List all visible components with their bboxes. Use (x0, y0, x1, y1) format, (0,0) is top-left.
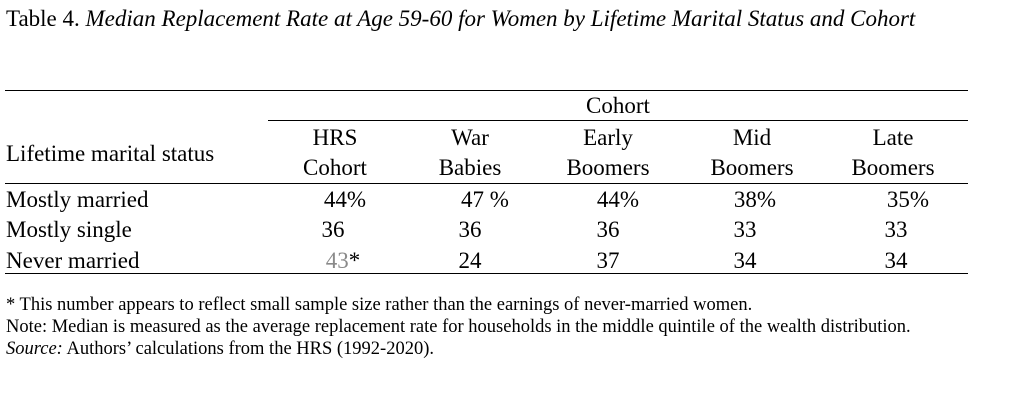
table-cell: 44% (323, 187, 367, 212)
footnote-marker: * (348, 248, 361, 273)
table-cell: 43* (293, 246, 393, 276)
column-header-line1: Early (583, 125, 633, 150)
column-header-early-boomers: Early Boomers (553, 123, 663, 183)
flagged-value: 43 (325, 248, 349, 273)
stub-header: Lifetime marital status (6, 141, 215, 166)
table-cell: 35% (886, 187, 930, 212)
column-header-line2: Boomers (851, 155, 935, 180)
source-label: Source: (6, 339, 63, 359)
header-bottom-rule (5, 183, 968, 184)
footnote: * This number appears to reflect small s… (6, 295, 753, 315)
table-notes: * This number appears to reflect small s… (6, 294, 1006, 360)
column-header-line2: Cohort (303, 155, 367, 180)
table-cell: 33 (733, 217, 757, 242)
table-cell: 36 (596, 217, 620, 242)
column-header-line2: Boomers (566, 155, 650, 180)
row-label-mostly-married: Mostly married (6, 187, 149, 212)
table-cell: 34 (733, 248, 757, 273)
top-rule (5, 90, 968, 91)
table-title: Table 4. Median Replacement Rate at Age … (6, 5, 1006, 33)
source-text: Authors’ calculations from the HRS (1992… (62, 339, 434, 359)
table-number: Table 4. (6, 6, 86, 31)
column-header-war-babies: War Babies (420, 123, 520, 183)
source-line: Source: Authors’ calculations from the H… (6, 338, 1006, 360)
column-header-late-boomers: Late Boomers (838, 123, 948, 183)
column-header-line2: Boomers (710, 155, 794, 180)
table-cell: 36 (321, 217, 345, 242)
table-cell: 44% (596, 187, 640, 212)
column-header-line1: Late (872, 125, 914, 150)
table-cell: 38% (733, 187, 777, 212)
row-label-never-married: Never married (6, 248, 140, 273)
cohort-group-header: Cohort (586, 93, 650, 118)
note: Note: Median is measured as the average … (6, 317, 911, 337)
table-cell: 33 (884, 217, 908, 242)
column-header-line2: Babies (438, 155, 502, 180)
table-cell: 24 (458, 248, 482, 273)
column-header-line1: War (451, 125, 489, 150)
table-cell: 37 (596, 248, 620, 273)
table-cell: 34 (884, 248, 908, 273)
table-bottom-rule (5, 273, 968, 274)
column-header-hrs-cohort: HRS Cohort (285, 123, 385, 183)
row-label-mostly-single: Mostly single (6, 217, 132, 242)
table-title-text: Median Replacement Rate at Age 59-60 for… (85, 6, 916, 31)
table-cell: 47 % (461, 187, 509, 212)
cohort-rule (268, 120, 968, 121)
table-cell: 36 (458, 217, 482, 242)
column-header-mid-boomers: Mid Boomers (697, 123, 807, 183)
column-header-line1: HRS (312, 125, 358, 150)
column-header-line1: Mid (732, 125, 772, 150)
